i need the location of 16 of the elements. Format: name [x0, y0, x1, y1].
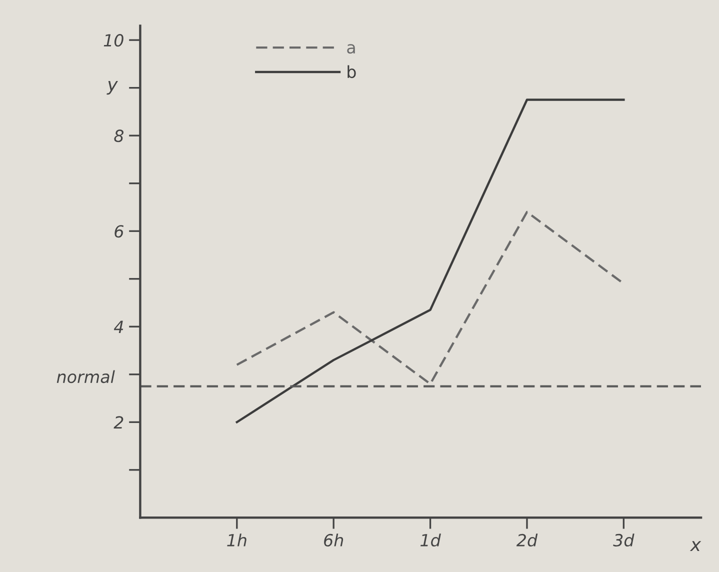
y-tick-label: 8 — [114, 130, 124, 142]
x-tick-label: 3d — [613, 534, 634, 547]
y-tick-label: 6 — [114, 225, 124, 238]
x-tick-label: 6h — [324, 534, 344, 547]
y-tick-label: 10 — [104, 34, 124, 47]
y-tick-label: 2 — [114, 416, 124, 428]
y-axis-title: y — [106, 80, 118, 95]
y-tick-label: 4 — [114, 320, 124, 333]
text: a — [347, 44, 355, 54]
text: b — [348, 65, 356, 78]
ref-line-label: normal — [56, 370, 115, 384]
x-tick-label: 1h — [227, 534, 246, 546]
x-tick-label: 2d — [516, 534, 538, 547]
line-series — [236, 98, 625, 424]
x-tick-label: 1d — [420, 534, 441, 547]
x-axis-title: x — [690, 541, 702, 552]
